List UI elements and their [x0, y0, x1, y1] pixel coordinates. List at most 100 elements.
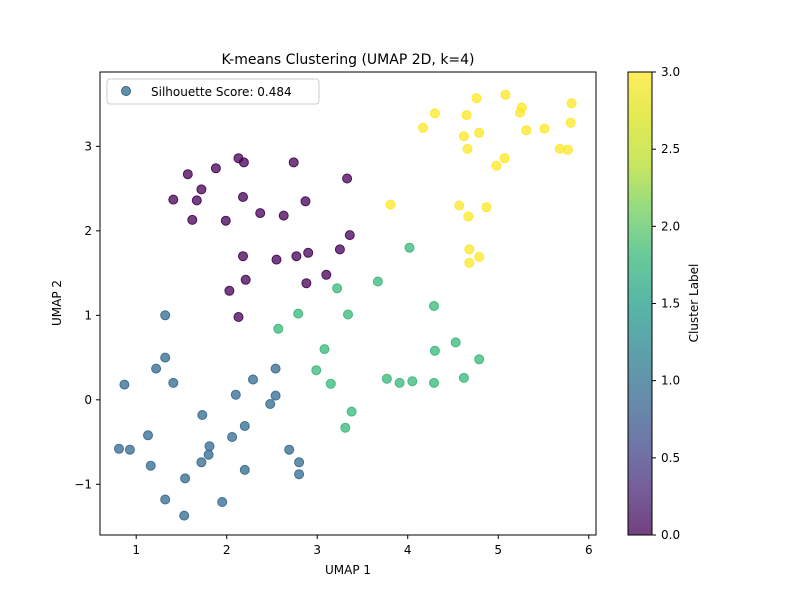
x-tick-label: 1 [132, 543, 140, 557]
x-tick-label: 6 [585, 543, 593, 557]
chart-title: K-means Clustering (UMAP 2D, k=4) [221, 52, 474, 68]
data-point-cluster-0 [344, 230, 355, 241]
data-point-cluster-3 [474, 127, 485, 138]
colorbar: 0.0 0.5 1.0 1.5 2.0 2.5 3.0 Cluster Label [627, 65, 701, 542]
x-axis: 1 2 3 4 5 6 [132, 535, 593, 557]
data-point-cluster-3 [464, 244, 475, 255]
data-point-cluster-2 [381, 373, 392, 384]
colorbar-tick-label: 1.5 [661, 297, 680, 311]
data-point-cluster-2 [407, 376, 418, 387]
data-point-cluster-1 [270, 363, 281, 374]
data-point-cluster-1 [196, 457, 207, 468]
data-point-cluster-1 [227, 432, 238, 442]
data-point-cluster-1 [179, 510, 190, 521]
colorbar-tick-label: 2.0 [661, 219, 680, 233]
data-point-cluster-2 [429, 377, 439, 388]
y-tick-label: 2 [84, 224, 92, 238]
data-point-cluster-3 [454, 200, 465, 211]
data-point-cluster-1 [239, 464, 250, 475]
data-point-cluster-1 [203, 449, 214, 460]
data-point-cluster-1 [160, 494, 171, 505]
y-tick-label: 0 [84, 393, 92, 407]
y-axis: −1 0 1 2 3 [74, 139, 100, 491]
data-point-cluster-2 [429, 345, 440, 356]
data-point-cluster-0 [220, 215, 231, 226]
data-point-cluster-1 [204, 441, 215, 452]
data-point-cluster-3 [539, 123, 550, 134]
data-point-cluster-1 [270, 390, 281, 401]
legend: Silhouette Score: 0.484 [106, 78, 320, 105]
x-tick-label: 4 [404, 543, 412, 557]
data-point-cluster-1 [265, 399, 276, 409]
data-point-cluster-0 [321, 269, 332, 280]
plot-frame [99, 71, 597, 536]
data-point-cluster-2 [325, 378, 336, 389]
data-point-cluster-0 [238, 157, 249, 168]
data-point-cluster-3 [481, 202, 492, 213]
data-point-cluster-1 [114, 443, 124, 454]
data-point-cluster-2 [394, 377, 405, 388]
data-point-cluster-0 [255, 208, 266, 219]
data-point-cluster-1 [119, 379, 130, 390]
x-tick-label: 2 [223, 543, 231, 557]
data-point-cluster-0 [187, 214, 198, 225]
data-point-cluster-0 [182, 169, 193, 180]
data-point-cluster-3 [499, 153, 510, 164]
data-point-cluster-1 [294, 469, 305, 480]
data-point-cluster-3 [462, 143, 473, 154]
data-point-cluster-2 [346, 406, 357, 417]
data-point-cluster-3 [515, 107, 525, 118]
data-point-cluster-3 [471, 93, 482, 104]
y-tick-label: 1 [84, 308, 92, 322]
data-point-cluster-0 [210, 163, 221, 174]
data-point-cluster-0 [191, 195, 202, 206]
data-point-cluster-1 [151, 363, 162, 374]
data-point-cluster-0 [240, 274, 251, 285]
data-point-cluster-0 [278, 210, 289, 221]
data-point-cluster-0 [342, 173, 353, 184]
data-point-cluster-0 [301, 278, 312, 289]
data-point-cluster-0 [300, 196, 311, 207]
data-point-cluster-3 [491, 160, 502, 171]
points-layer [114, 89, 577, 521]
data-point-cluster-2 [372, 276, 383, 287]
legend-marker [121, 86, 131, 96]
legend-box [106, 78, 320, 105]
colorbar-tick-label: 1.0 [661, 374, 680, 388]
data-point-cluster-1 [160, 352, 171, 363]
data-point-cluster-1 [284, 444, 295, 455]
data-point-cluster-2 [311, 365, 322, 376]
data-point-cluster-0 [271, 254, 282, 265]
data-point-cluster-3 [458, 131, 469, 142]
colorbar-tick-label: 0.0 [661, 528, 680, 542]
x-axis-label: UMAP 1 [325, 563, 371, 577]
y-axis-label: UMAP 2 [50, 280, 64, 326]
y-tick-label: 3 [84, 139, 92, 153]
data-point-cluster-2 [450, 337, 461, 348]
colorbar-label: Cluster Label [687, 264, 701, 343]
data-point-cluster-1 [160, 310, 171, 321]
data-point-cluster-0 [303, 247, 314, 258]
data-point-cluster-2 [319, 344, 330, 355]
data-point-cluster-2 [273, 323, 284, 334]
data-point-cluster-0 [168, 194, 179, 205]
data-point-cluster-3 [429, 108, 440, 119]
data-point-cluster-3 [464, 257, 475, 268]
data-point-cluster-1 [143, 430, 153, 441]
data-point-cluster-1 [124, 444, 135, 455]
data-point-cluster-1 [239, 421, 250, 431]
data-point-cluster-1 [197, 410, 208, 420]
data-point-cluster-0 [224, 285, 235, 296]
data-point-cluster-3 [566, 98, 577, 109]
data-point-cluster-3 [554, 143, 565, 154]
data-point-cluster-2 [332, 283, 343, 294]
colorbar-tick-label: 2.5 [661, 142, 680, 156]
data-point-cluster-1 [180, 473, 191, 484]
data-point-cluster-0 [291, 251, 302, 262]
x-tick-label: 5 [494, 543, 502, 557]
data-point-cluster-0 [238, 192, 248, 202]
data-point-cluster-1 [230, 389, 241, 400]
data-point-cluster-2 [293, 308, 304, 319]
colorbar-gradient [628, 72, 652, 535]
